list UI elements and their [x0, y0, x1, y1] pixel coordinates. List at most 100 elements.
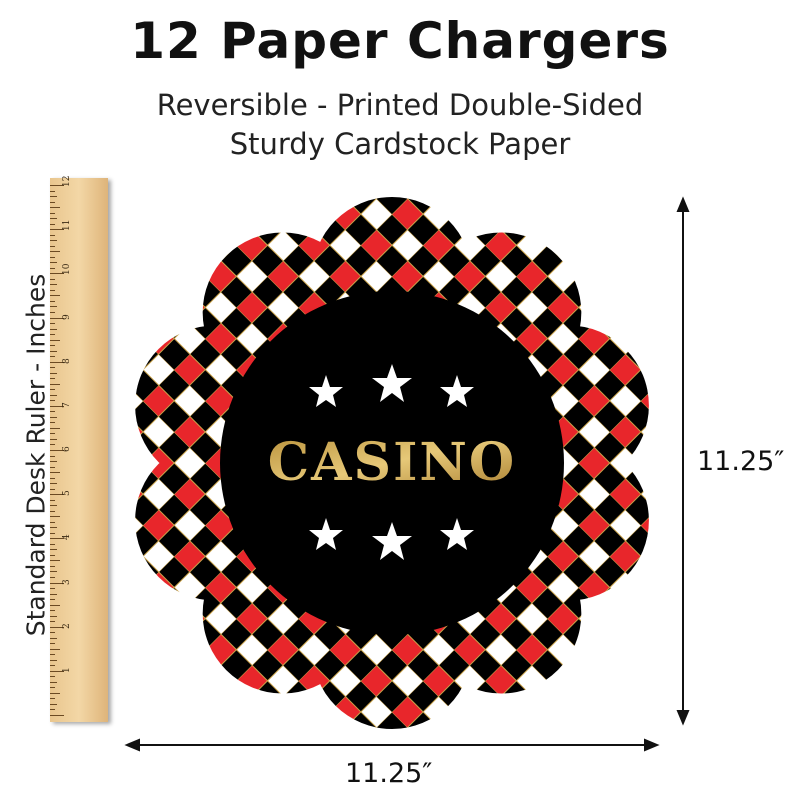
ruler-tick	[50, 433, 55, 435]
ruler-tick	[50, 300, 55, 302]
ruler-tick	[50, 317, 64, 319]
star-icon	[309, 375, 343, 407]
star-icon	[440, 375, 474, 407]
ruler-tick	[50, 488, 55, 490]
ruler-tick	[50, 455, 55, 457]
ruler-tick	[50, 543, 55, 545]
ruler-tick	[50, 499, 55, 501]
ruler-tick	[50, 621, 55, 623]
ruler-tick	[50, 477, 55, 479]
ruler-tick	[50, 394, 57, 396]
ruler-tick	[50, 389, 55, 391]
ruler-tick	[50, 466, 55, 468]
ruler-tick	[50, 245, 55, 247]
ruler-tick	[50, 588, 55, 590]
ruler-tick	[50, 604, 60, 606]
ruler-tick	[50, 615, 57, 617]
ruler-tick	[50, 323, 55, 325]
ruler-tick	[50, 367, 55, 369]
ruler-tick	[50, 643, 55, 645]
ruler-tick	[50, 256, 55, 258]
ruler-tick	[50, 383, 60, 385]
ruler-tick	[50, 450, 64, 451]
ruler-tick	[50, 422, 55, 424]
star-icon	[440, 518, 474, 550]
ruler-tick	[50, 670, 64, 672]
ruler-tick	[50, 626, 64, 628]
ruler-tick	[50, 378, 55, 380]
height-dimension: 11.25″	[697, 446, 785, 477]
ruler-tick	[50, 599, 55, 601]
ruler-tick	[50, 311, 55, 313]
casino-text: CASINO	[268, 432, 516, 493]
ruler-tick	[50, 251, 60, 253]
ruler-tick	[50, 345, 55, 347]
ruler-tick	[50, 510, 55, 512]
ruler-tick	[50, 334, 55, 336]
ruler-tick	[50, 659, 57, 661]
ruler-tick	[50, 350, 57, 352]
ruler-tick	[50, 521, 55, 523]
ruler-tick	[50, 289, 55, 291]
ruler-tick	[50, 698, 55, 700]
ruler-tick	[50, 339, 60, 341]
star-icon	[309, 518, 343, 550]
ruler-tick	[50, 505, 57, 507]
ruler-tick	[50, 560, 60, 562]
ruler-tick	[50, 278, 55, 280]
ruler-tick	[50, 571, 57, 573]
ruler-tick	[50, 483, 57, 485]
ruler-tick	[50, 444, 55, 446]
ruler-tick	[50, 610, 55, 612]
dimension-arrows	[124, 196, 690, 752]
charger-center	[220, 291, 564, 635]
ruler-tick	[50, 654, 55, 656]
ruler-tick	[50, 411, 55, 413]
ruler-tick	[50, 676, 55, 678]
ruler-tick	[50, 494, 64, 496]
ruler-tick	[50, 328, 57, 330]
ruler-tick	[50, 284, 57, 286]
ruler-tick	[50, 361, 64, 363]
subtitle-line-2: Sturdy Cardstock Paper	[229, 127, 571, 161]
ruler-tick	[50, 218, 57, 220]
ruler-tick	[50, 262, 57, 264]
ruler-tick	[50, 356, 55, 358]
ruler-tick	[50, 416, 57, 418]
ruler-tick	[50, 427, 60, 429]
ruler-tick	[50, 190, 55, 192]
ruler-tick	[50, 637, 57, 639]
ruler-tick	[50, 212, 55, 214]
ruler-tick	[50, 372, 57, 374]
ruler-tick	[50, 185, 64, 186]
ruler-tick	[50, 400, 55, 402]
page-title: 12 Paper Chargers	[130, 12, 670, 70]
ruler-tick	[50, 295, 60, 297]
width-dimension: 11.25″	[345, 758, 433, 789]
ruler-tick	[50, 703, 57, 705]
ruler-tick	[50, 709, 55, 711]
ruler-tick	[50, 461, 57, 463]
ruler-tick	[50, 207, 60, 209]
ruler-tick	[50, 582, 64, 584]
ruler-tick	[50, 306, 57, 308]
ruler-tick	[50, 593, 57, 595]
star-icon	[372, 522, 412, 560]
ruler-tick	[50, 234, 55, 236]
ruler-tick	[50, 516, 60, 518]
ruler-tick	[50, 538, 64, 540]
ruler-tick	[50, 438, 57, 440]
ruler-tick	[50, 267, 55, 269]
ruler-tick	[50, 472, 60, 474]
stars	[309, 364, 474, 560]
ruler-tick	[50, 648, 60, 650]
ruler-tick	[50, 554, 55, 556]
ruler-tick	[50, 201, 55, 203]
ruler-tick	[50, 665, 55, 667]
ruler-tick	[50, 715, 64, 716]
ruler-tick	[50, 196, 57, 198]
ruler-tick	[50, 229, 64, 231]
ruler-tick	[50, 223, 55, 225]
ruler-tick	[50, 692, 60, 694]
